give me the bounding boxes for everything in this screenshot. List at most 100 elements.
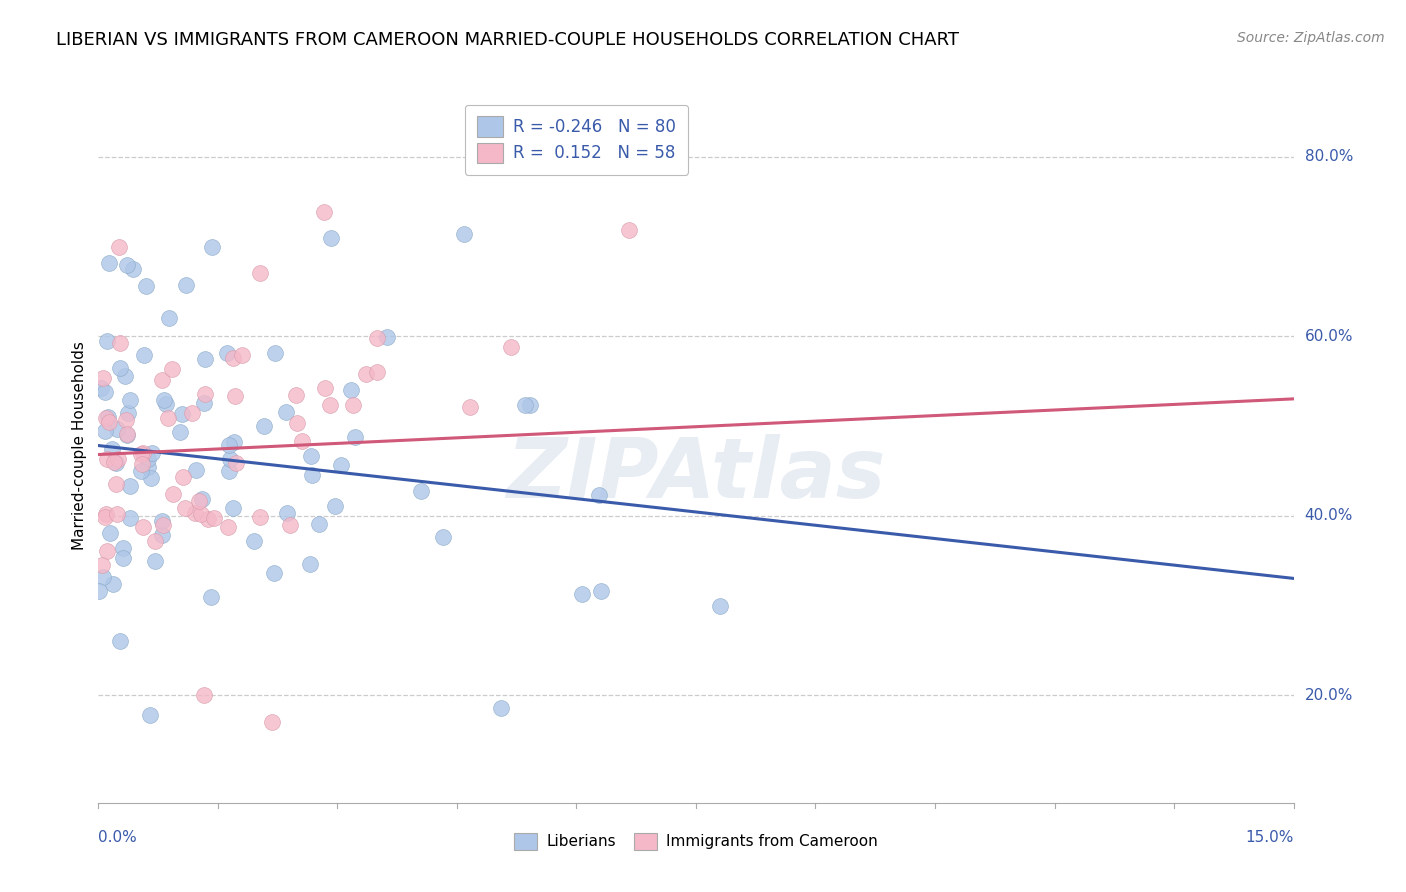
Point (94, 509, 117, 524)
Point (319, 397, 342, 411)
Point (453, 227, 475, 242)
Point (249, 510, 271, 524)
Point (114, 413, 136, 427)
Point (501, 340, 523, 354)
Point (191, 492, 214, 507)
Point (225, 456, 247, 470)
Text: 20.0%: 20.0% (1305, 688, 1353, 703)
Point (571, 587, 593, 601)
Point (193, 688, 215, 702)
Point (197, 512, 219, 526)
Point (121, 261, 143, 276)
Text: 15.0%: 15.0% (1246, 830, 1294, 845)
Point (366, 331, 388, 345)
Point (181, 406, 204, 420)
Point (221, 501, 243, 516)
Point (219, 451, 242, 466)
Point (184, 506, 207, 520)
Text: Source: ZipAtlas.com: Source: ZipAtlas.com (1237, 31, 1385, 45)
Point (105, 477, 128, 491)
Point (276, 506, 298, 520)
Point (458, 400, 481, 414)
Point (224, 389, 246, 403)
Point (162, 487, 184, 501)
Point (224, 435, 246, 450)
Point (110, 336, 132, 351)
Point (329, 458, 352, 473)
Text: 60.0%: 60.0% (1305, 328, 1353, 343)
Point (132, 347, 155, 361)
Point (111, 541, 134, 556)
Point (132, 519, 155, 533)
Point (101, 577, 124, 591)
Point (132, 446, 155, 460)
Point (96, 452, 118, 467)
Point (186, 463, 208, 477)
Point (170, 407, 193, 421)
Point (143, 534, 166, 549)
Point (97, 410, 120, 425)
Point (588, 488, 610, 502)
Point (201, 240, 224, 254)
Y-axis label: Married-couple Households: Married-couple Households (72, 342, 87, 550)
Point (709, 599, 731, 613)
Point (411, 483, 433, 498)
Point (218, 464, 240, 478)
Point (291, 434, 314, 448)
Point (103, 455, 125, 469)
Point (105, 457, 128, 471)
Point (136, 460, 159, 475)
Point (354, 367, 377, 381)
Point (108, 634, 131, 648)
Point (278, 518, 301, 533)
Point (153, 393, 176, 408)
Point (94, 385, 117, 400)
Point (285, 416, 308, 430)
Point (343, 430, 366, 444)
Point (117, 258, 139, 272)
Point (249, 266, 271, 280)
Text: 0.0%: 0.0% (98, 830, 138, 845)
Point (366, 365, 388, 379)
Point (100, 442, 122, 456)
Point (160, 362, 183, 376)
Point (152, 518, 174, 533)
Point (264, 346, 287, 360)
Point (589, 584, 612, 599)
Point (193, 396, 215, 410)
Point (136, 451, 159, 466)
Point (172, 470, 194, 484)
Point (274, 404, 297, 418)
Point (150, 515, 173, 529)
Point (432, 530, 454, 544)
Point (129, 447, 152, 461)
Point (299, 449, 322, 463)
Point (218, 437, 240, 451)
Point (312, 205, 335, 219)
Point (308, 516, 330, 531)
Point (155, 396, 177, 410)
Point (194, 387, 217, 401)
Point (91, 558, 114, 572)
Point (157, 310, 180, 325)
Point (139, 470, 162, 484)
Point (96, 334, 118, 348)
Point (96, 507, 118, 521)
Point (340, 384, 363, 398)
Point (200, 590, 222, 604)
Point (284, 388, 307, 402)
Text: ZIPAtlas: ZIPAtlas (506, 434, 886, 515)
Point (617, 223, 640, 237)
Point (120, 511, 142, 525)
Point (107, 452, 129, 467)
Point (519, 398, 541, 412)
Point (143, 554, 166, 568)
Point (98, 415, 121, 429)
Point (375, 330, 398, 344)
Text: 40.0%: 40.0% (1305, 508, 1353, 523)
Point (222, 351, 245, 365)
Point (115, 428, 138, 442)
Point (156, 411, 179, 425)
Point (243, 534, 266, 549)
Point (108, 240, 131, 254)
